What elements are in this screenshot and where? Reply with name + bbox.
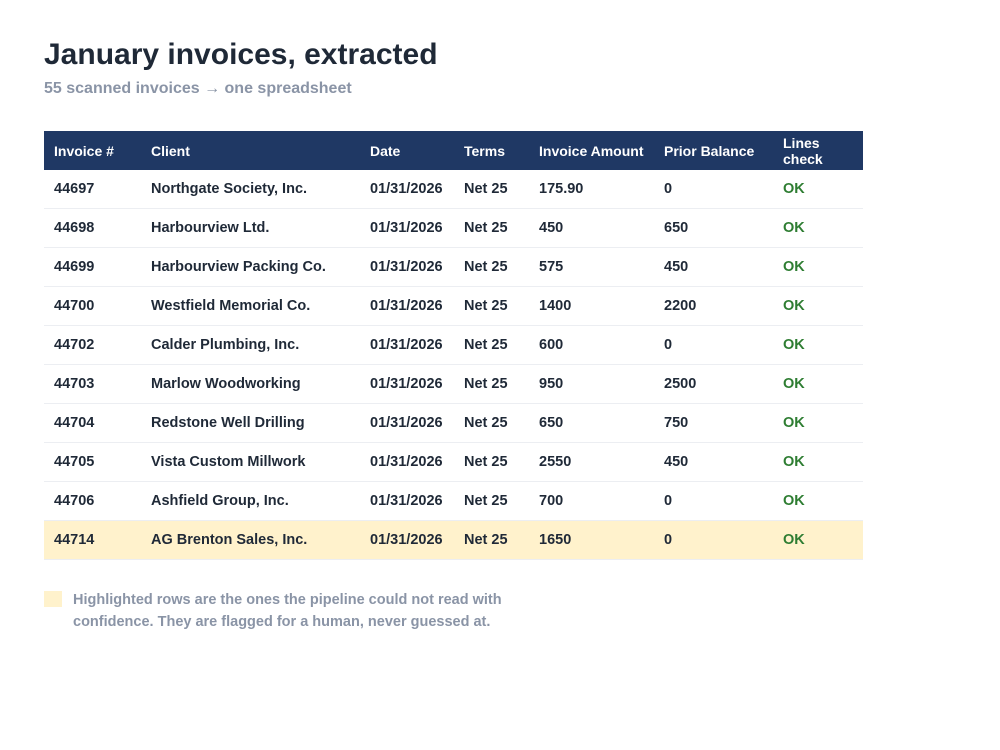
table-cell: 01/31/2026 (360, 481, 454, 521)
table-cell: 01/31/2026 (360, 403, 454, 443)
table-cell: Vista Custom Millwork (141, 442, 360, 482)
table-cell: Net 25 (454, 520, 529, 560)
table-cell: 44702 (44, 325, 141, 365)
table-cell: OK (773, 247, 863, 287)
table-cell: Harbourview Ltd. (141, 208, 360, 248)
table-cell: 175.90 (529, 170, 654, 209)
legend-swatch (44, 591, 62, 607)
table-cell: OK (773, 170, 863, 209)
table-row: 44704 Redstone Well Drilling 01/31/2026 Net… (44, 403, 863, 443)
table-cell: Net 25 (454, 208, 529, 248)
table-cell: 2200 (654, 286, 773, 326)
table-cell: 44706 (44, 481, 141, 521)
subtitle: 55 scanned invoices → one spreadsheet (44, 80, 352, 97)
table-cell: OK (773, 364, 863, 404)
table-cell: 01/31/2026 (360, 364, 454, 404)
table-cell: 575 (529, 247, 654, 287)
table-cell: Redstone Well Drilling (141, 403, 360, 443)
table-row: 44714 AG Brenton Sales, Inc. 01/31/2026 Net… (44, 520, 863, 560)
table-cell: 01/31/2026 (360, 325, 454, 365)
table-cell: 1400 (529, 286, 654, 326)
table-row: 44703 Marlow Woodworking 01/31/2026 Net 25 9… (44, 364, 863, 404)
column-header: Prior Balance (654, 131, 773, 170)
table-cell: Net 25 (454, 364, 529, 404)
table-cell: 44699 (44, 247, 141, 287)
column-header: Invoice Amount (529, 131, 654, 170)
table-cell: 44697 (44, 170, 141, 209)
invoice-table: Invoice # Client Date Terms Invoice Amount Pr… (44, 131, 863, 560)
table-cell: Net 25 (454, 403, 529, 443)
table-cell: OK (773, 208, 863, 248)
table-cell: OK (773, 481, 863, 521)
table-row: 44699 Harbourview Packing Co. 01/31/2026 Ne… (44, 247, 863, 287)
table-cell: Net 25 (454, 170, 529, 209)
table-cell: OK (773, 403, 863, 443)
column-header: Client (141, 131, 360, 170)
table-cell: 44705 (44, 442, 141, 482)
table-cell: 01/31/2026 (360, 442, 454, 482)
table-cell: 450 (529, 208, 654, 248)
table-cell: 0 (654, 325, 773, 365)
column-header: Lines check (773, 131, 863, 170)
footnote: Highlighted rows are the ones the pipeli… (73, 592, 502, 630)
table-cell: 2550 (529, 442, 654, 482)
table-cell: Net 25 (454, 481, 529, 521)
table-cell: OK (773, 442, 863, 482)
table-cell: Northgate Society, Inc. (141, 170, 360, 209)
column-header: Date (360, 131, 454, 170)
table-cell: 600 (529, 325, 654, 365)
table-cell: 450 (654, 247, 773, 287)
table-cell: OK (773, 325, 863, 365)
column-header: Invoice # (44, 131, 141, 170)
table-cell: 01/31/2026 (360, 208, 454, 248)
table-cell: 0 (654, 170, 773, 209)
table-cell: 700 (529, 481, 654, 521)
table-cell: Net 25 (454, 286, 529, 326)
table-cell: Westfield Memorial Co. (141, 286, 360, 326)
table-cell: 44698 (44, 208, 141, 248)
table-cell: Net 25 (454, 325, 529, 365)
table-cell: 750 (654, 403, 773, 443)
table-cell: 01/31/2026 (360, 170, 454, 209)
table-cell: 01/31/2026 (360, 286, 454, 326)
table-cell: 44700 (44, 286, 141, 326)
table-cell: 44714 (44, 520, 141, 560)
table-cell: Calder Plumbing, Inc. (141, 325, 360, 365)
column-header: Terms (454, 131, 529, 170)
table-cell: Net 25 (454, 442, 529, 482)
table-cell: 0 (654, 481, 773, 521)
table-row: 44705 Vista Custom Millwork 01/31/2026 Net … (44, 442, 863, 482)
table-row: 44702 Calder Plumbing, Inc. 01/31/2026 Net … (44, 325, 863, 365)
title: January invoices, extracted (44, 38, 438, 71)
table-body: 44697 Northgate Society, Inc. 01/31/2026 Ne… (44, 170, 863, 560)
table-cell: 44704 (44, 403, 141, 443)
table-cell: Marlow Woodworking (141, 364, 360, 404)
table-cell: 2500 (654, 364, 773, 404)
table-cell: 44703 (44, 364, 141, 404)
table-header: Invoice # Client Date Terms Invoice Amount Pr… (44, 131, 863, 170)
table-cell: 650 (654, 208, 773, 248)
table-cell: 0 (654, 520, 773, 560)
table-cell: OK (773, 286, 863, 326)
header-row: Invoice # Client Date Terms Invoice Amount Pr… (44, 131, 863, 170)
table-cell: 450 (654, 442, 773, 482)
table-cell: 950 (529, 364, 654, 404)
table-cell: Net 25 (454, 247, 529, 287)
table-row: 44700 Westfield Memorial Co. 01/31/2026 Net… (44, 286, 863, 326)
table-cell: OK (773, 520, 863, 560)
table-row: 44706 Ashfield Group, Inc. 01/31/2026 Net 2… (44, 481, 863, 521)
table-cell: 01/31/2026 (360, 247, 454, 287)
table-cell: AG Brenton Sales, Inc. (141, 520, 360, 560)
table-row: 44698 Harbourview Ltd. 01/31/2026 Net 25 450… (44, 208, 863, 248)
table-cell: Ashfield Group, Inc. (141, 481, 360, 521)
table-row: 44697 Northgate Society, Inc. 01/31/2026 Ne… (44, 170, 863, 209)
table-cell: 650 (529, 403, 654, 443)
table-cell: Harbourview Packing Co. (141, 247, 360, 287)
table-cell: 1650 (529, 520, 654, 560)
table-cell: 01/31/2026 (360, 520, 454, 560)
